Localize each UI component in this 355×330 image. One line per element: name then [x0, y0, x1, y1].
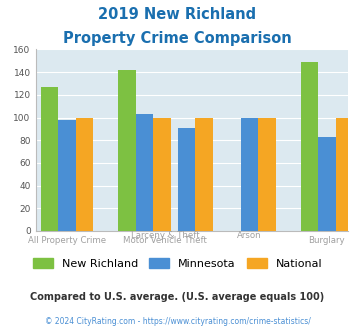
Text: Larceny & Theft: Larceny & Theft — [131, 231, 200, 240]
Bar — [241, 117, 258, 231]
Bar — [136, 114, 153, 231]
Bar — [58, 120, 76, 231]
Bar — [76, 117, 93, 231]
Legend: New Richland, Minnesota, National: New Richland, Minnesota, National — [28, 254, 327, 273]
Bar — [318, 137, 335, 231]
Bar — [301, 62, 318, 231]
Bar — [195, 117, 213, 231]
Bar — [118, 70, 136, 231]
Text: Motor Vehicle Theft: Motor Vehicle Theft — [124, 236, 207, 245]
Bar — [258, 117, 276, 231]
Bar — [41, 87, 58, 231]
Text: Arson: Arson — [237, 231, 262, 240]
Text: 2019 New Richland: 2019 New Richland — [98, 7, 257, 21]
Bar — [335, 117, 353, 231]
Bar — [153, 117, 171, 231]
Bar — [178, 128, 195, 231]
Text: Compared to U.S. average. (U.S. average equals 100): Compared to U.S. average. (U.S. average … — [31, 292, 324, 302]
Text: Property Crime Comparison: Property Crime Comparison — [63, 31, 292, 46]
Text: © 2024 CityRating.com - https://www.cityrating.com/crime-statistics/: © 2024 CityRating.com - https://www.city… — [45, 317, 310, 326]
Text: All Property Crime: All Property Crime — [28, 236, 106, 245]
Text: Burglary: Burglary — [308, 236, 345, 245]
